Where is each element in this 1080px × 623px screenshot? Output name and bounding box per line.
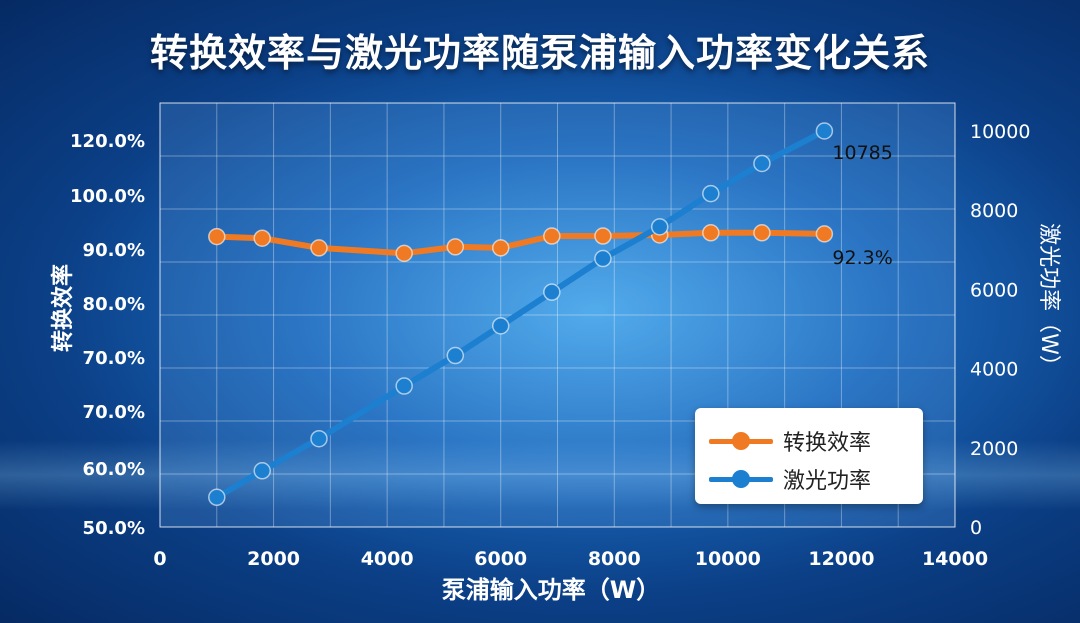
- series-line-laser-power: [213, 128, 828, 501]
- y-left-tick-label: 90.0%: [83, 240, 145, 261]
- legend-swatch-laser-power: [709, 469, 773, 489]
- legend-item-laser-power: 激光功率: [709, 464, 871, 494]
- data-point-laser-power: [650, 218, 669, 236]
- y-left-tick-label: 50.0%: [83, 518, 145, 539]
- legend-label-laser-power: 激光功率: [783, 469, 872, 494]
- y-left-tick-label: 70.0%: [83, 348, 145, 369]
- data-point-efficiency: [594, 227, 612, 245]
- y-right-tick-label: 8000: [970, 200, 1018, 222]
- y-right-tick-label: 10000: [970, 121, 1030, 143]
- x-tick-label: 14000: [922, 548, 988, 570]
- data-point-laser-power: [594, 249, 612, 268]
- y-left-tick-label: 60.0%: [83, 459, 145, 480]
- data-point-efficiency: [543, 227, 561, 245]
- data-point-efficiency: [446, 238, 465, 256]
- data-point-laser-power: [543, 283, 561, 301]
- x-tick-label: 10000: [695, 548, 761, 570]
- data-point-laser-power: [815, 122, 834, 140]
- y-left-axis-label: 转换效率: [50, 264, 76, 352]
- data-point-efficiency: [815, 225, 834, 243]
- y-right-axis-label: 激光功率（W）: [1036, 223, 1061, 377]
- x-tick-label: 6000: [474, 548, 527, 570]
- y-right-tick-label: 6000: [970, 279, 1018, 301]
- y-left-tick-label: 120.0%: [70, 131, 145, 152]
- end-label-laser-power: 10785: [832, 142, 892, 164]
- y-left-tick-label: 80.0%: [83, 294, 145, 315]
- y-right-axis-ticks: 0 2000 4000 6000 8000 10000: [970, 121, 1030, 539]
- data-point-laser-power: [395, 377, 413, 395]
- x-tick-label: 12000: [808, 548, 874, 570]
- y-right-tick-label: 2000: [970, 438, 1018, 460]
- data-point-efficiency: [395, 244, 413, 263]
- legend-dot: [732, 432, 750, 450]
- grid: [159, 102, 956, 528]
- data-point-laser-power: [253, 462, 271, 480]
- data-point-laser-power: [208, 488, 226, 507]
- end-label-efficiency: 92.3%: [832, 247, 892, 269]
- x-tick-label: 4000: [361, 548, 414, 570]
- legend-dot: [732, 470, 750, 488]
- data-point-efficiency: [253, 229, 271, 247]
- legend: 转换效率 激光功率: [695, 408, 923, 504]
- y-left-tick-label: 70.0%: [83, 402, 145, 423]
- data-point-laser-power: [310, 429, 328, 448]
- series-layer: 92.3% 10785: [208, 122, 893, 507]
- y-left-axis-ticks: 50.0% 60.0% 70.0% 70.0% 80.0% 90.0% 100.0% 120.…: [70, 131, 145, 539]
- data-point-laser-power: [446, 346, 465, 365]
- data-point-laser-power: [491, 317, 510, 335]
- legend-item-efficiency: 转换效率: [709, 426, 871, 456]
- data-point-laser-power: [753, 154, 771, 173]
- y-right-tick-label: 0: [970, 517, 982, 539]
- y-left-tick-label: 100.0%: [70, 186, 145, 207]
- data-point-laser-power: [702, 184, 720, 203]
- legend-swatch-efficiency: [709, 431, 773, 451]
- x-tick-label: 8000: [588, 548, 641, 570]
- x-tick-label: 0: [153, 548, 166, 570]
- chart-title: 转换效率与激光功率随泵浦输入功率变化关系: [149, 31, 930, 75]
- x-tick-label: 2000: [247, 548, 300, 570]
- legend-label-efficiency: 转换效率: [783, 431, 872, 456]
- data-point-efficiency: [208, 227, 226, 246]
- data-point-efficiency: [491, 239, 510, 257]
- x-axis-label: 泵浦输入功率（W）: [442, 576, 660, 604]
- data-point-efficiency: [702, 224, 720, 242]
- data-point-efficiency: [753, 224, 771, 242]
- x-axis-ticks: 0 2000 4000 6000 8000 10000 12000 14000: [153, 548, 988, 570]
- data-point-efficiency: [310, 239, 328, 257]
- y-right-tick-label: 4000: [970, 359, 1018, 381]
